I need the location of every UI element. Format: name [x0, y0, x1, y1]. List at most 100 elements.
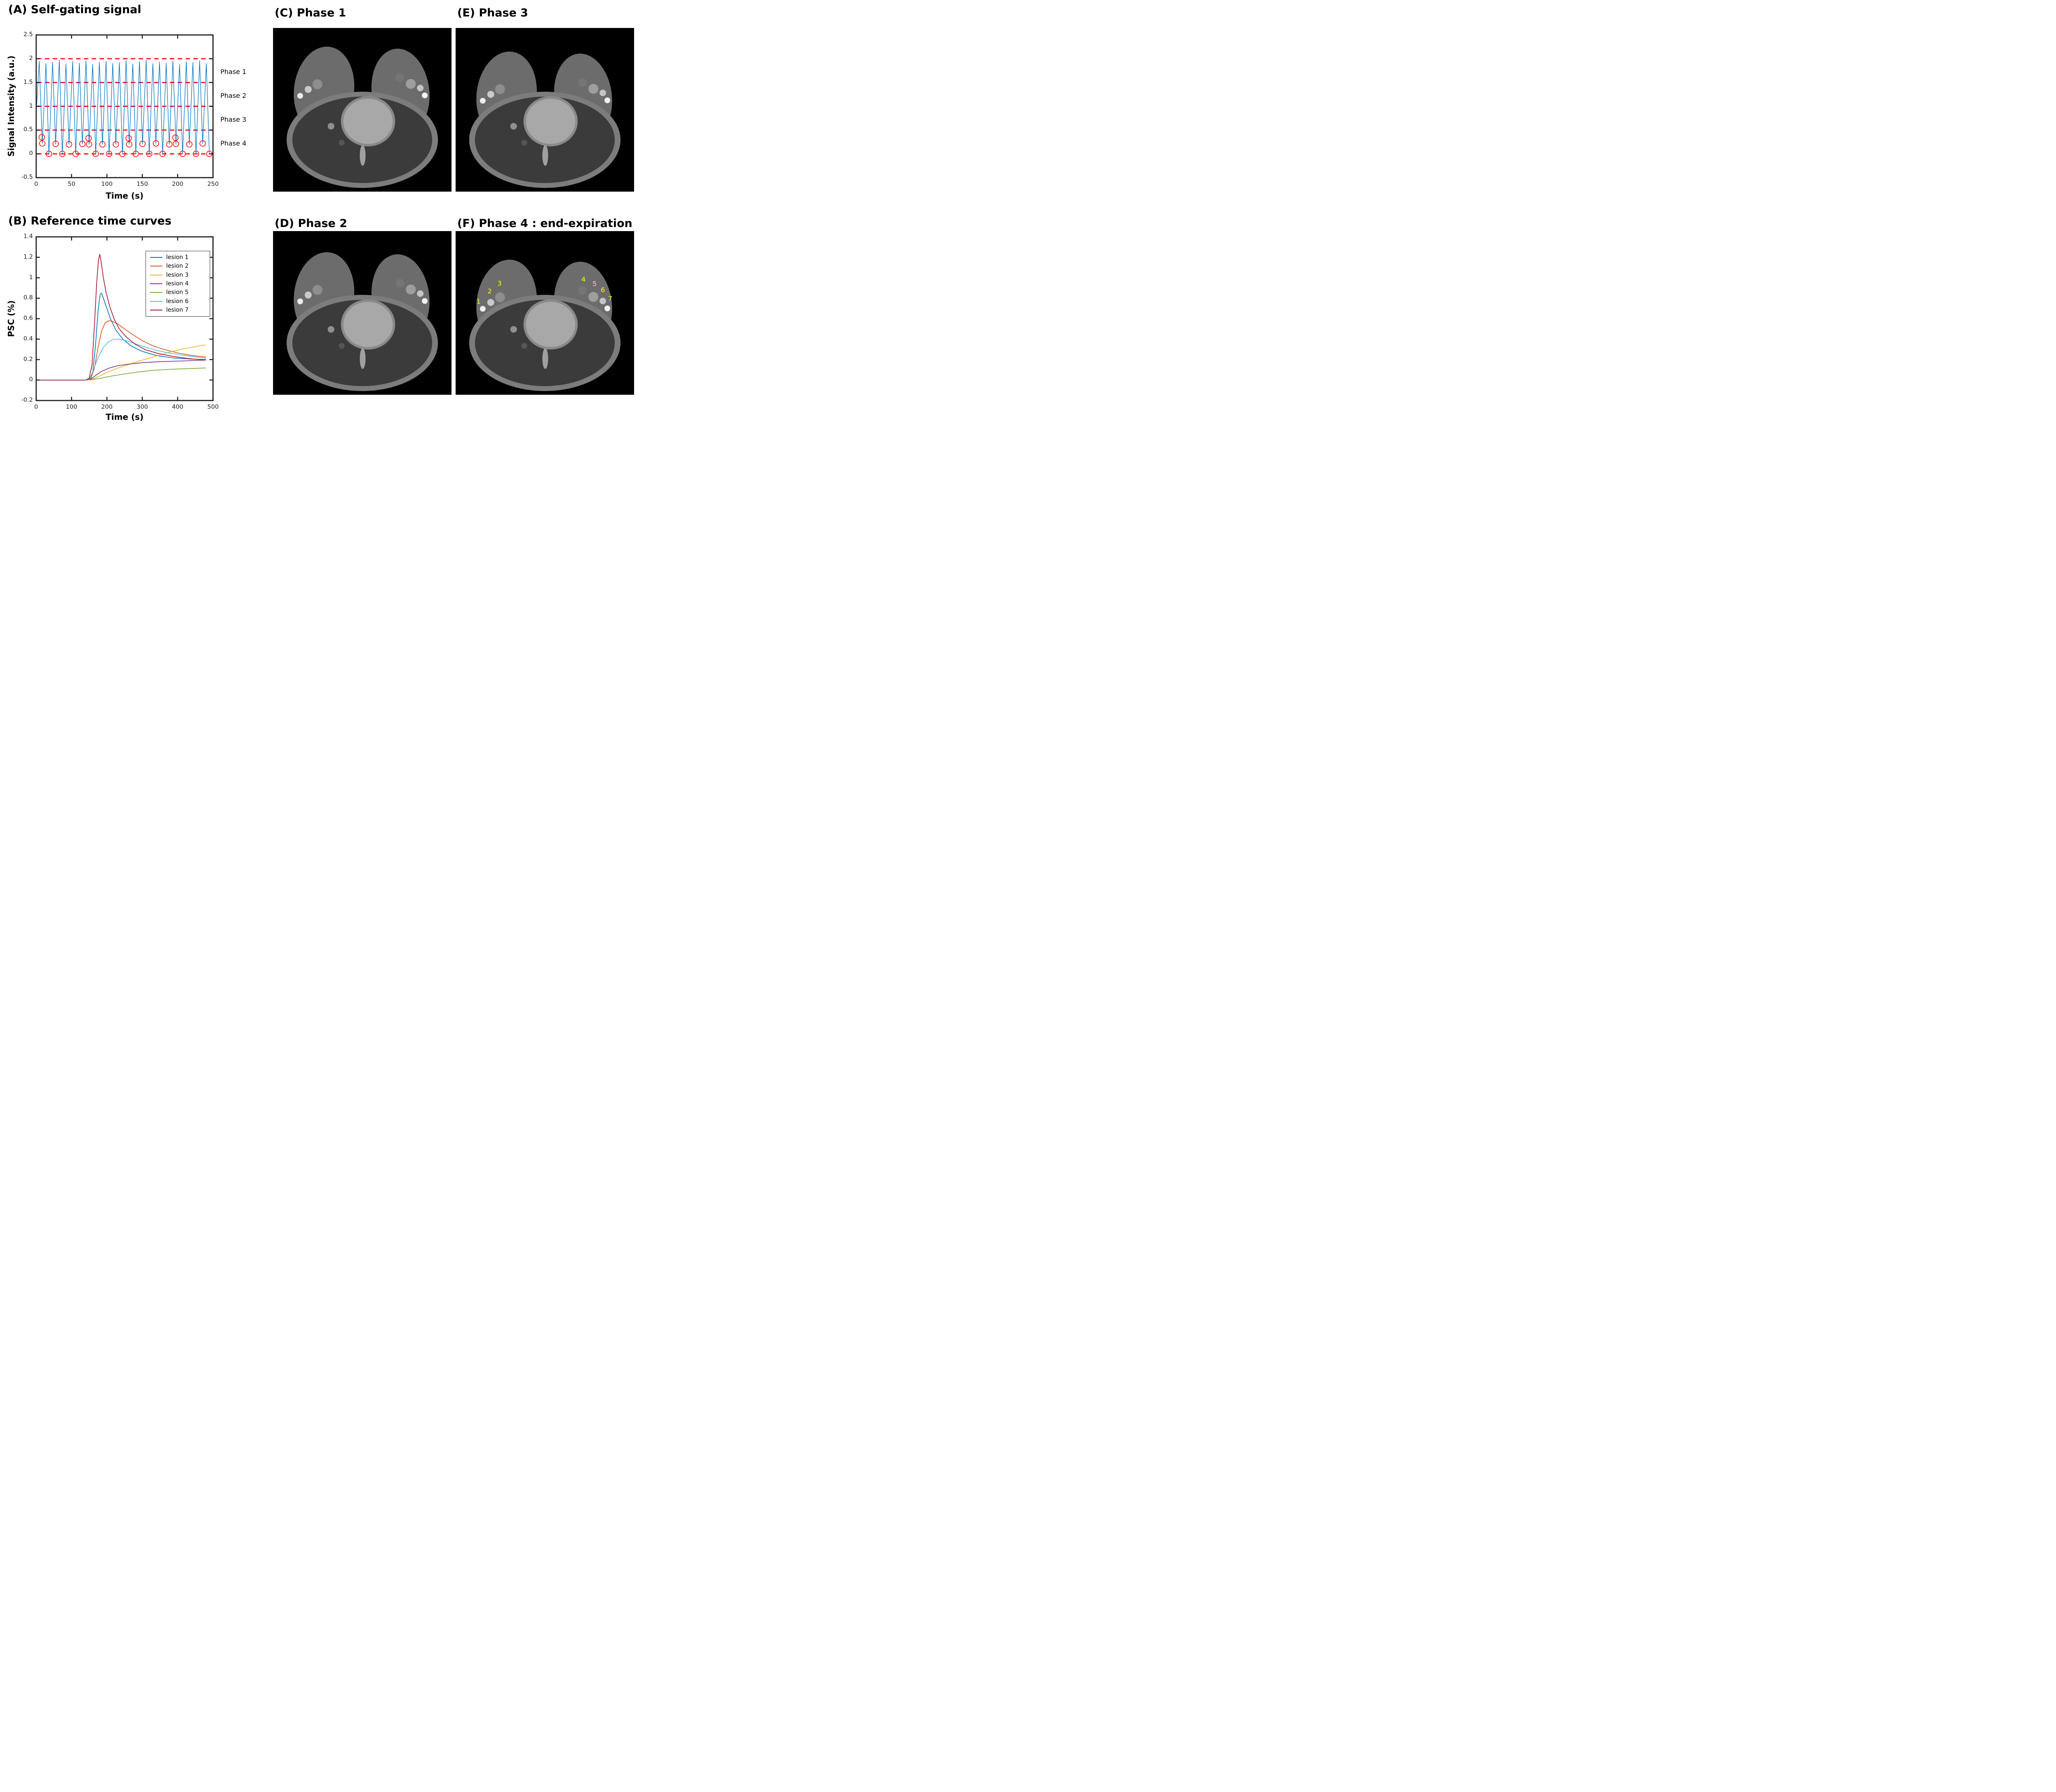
legend-label: lesion 7 [166, 307, 189, 314]
lesion-dot-5 [588, 292, 598, 302]
psc-curve-lesion-5 [36, 368, 206, 381]
legend-item: lesion 7 [150, 307, 206, 313]
legend-line-sample [150, 283, 162, 284]
legend-label: lesion 6 [166, 298, 189, 305]
panel-d-title: (D) Phase 2 [275, 217, 347, 230]
respiration-trough-marker [99, 141, 106, 148]
lesion-dot-1 [297, 93, 303, 99]
phantom-image-phase-2 [273, 231, 451, 395]
respiration-trough-marker [173, 141, 179, 147]
legend-item: lesion 6 [150, 298, 206, 305]
spine-shape [542, 145, 548, 166]
lesion-dot-1 [297, 298, 303, 305]
respiration-trough-marker [166, 141, 173, 148]
respiration-trough-marker [52, 141, 59, 147]
stomach-shape [526, 302, 575, 347]
lesion-dot-6 [600, 298, 606, 304]
respiration-trough-marker [93, 150, 99, 157]
lesion-dot-7 [422, 93, 428, 98]
phase-band-label: Phase 2 [220, 92, 247, 100]
organ-dot [328, 123, 334, 130]
lesion-dot-7 [422, 298, 428, 304]
lesion-number-label: 6 [600, 286, 605, 294]
stomach-shape [526, 99, 575, 144]
stomach-shape [343, 302, 393, 347]
lesion-dot-6 [600, 90, 606, 96]
phase-band-label: Phase 4 [220, 139, 247, 147]
legend-line-sample [150, 274, 162, 276]
stomach-shape [343, 99, 393, 144]
lesion-number-label: 1 [476, 297, 481, 306]
panel-a-title: (A) Self-gating signal [8, 3, 141, 16]
panel-b-x-tick-label: 300 [137, 404, 148, 410]
respiration-trough-marker [126, 141, 132, 148]
lesion-dot-6 [417, 290, 424, 297]
organ-dot [521, 139, 528, 146]
panel-b-y-tick-label: 1.2 [23, 253, 33, 260]
panel-b-y-tick-label: 1.4 [23, 233, 33, 240]
lesion-dot-6 [417, 85, 424, 91]
respiration-trough-marker [186, 141, 192, 148]
panel-b-y-tick-label: 0.2 [23, 356, 33, 363]
panel-a-y-tick-label: 2 [29, 55, 33, 62]
panel-a-y-tick-label: -0.5 [21, 174, 33, 181]
panel-a-x-axis-label: Time (s) [105, 191, 144, 201]
lesion-number-label: 3 [497, 279, 502, 287]
panel-b-y-tick-label: 0 [29, 376, 33, 383]
phase-band-label: Phase 3 [220, 115, 247, 123]
lesion-dot-2 [487, 299, 494, 306]
panel-c-title: (C) Phase 1 [275, 7, 346, 19]
lesion-dot-7 [604, 306, 610, 311]
lesion-number-label: 2 [487, 287, 492, 295]
lesion-number-label: 4 [581, 275, 586, 283]
panel-b-y-tick-label: 1 [29, 274, 33, 281]
respiration-trough-marker [139, 141, 146, 147]
panel-a-y-tick-label: 2.5 [23, 31, 33, 38]
legend-item: lesion 4 [150, 280, 206, 287]
lesion-dot-2 [487, 90, 494, 98]
phantom-image-phase-3 [456, 28, 634, 192]
legend-item: lesion 3 [150, 272, 206, 278]
organ-dot [338, 343, 345, 349]
psc-curve-lesion-2 [36, 320, 206, 381]
respiration-trough-marker [112, 141, 119, 148]
psc-curve-lesion-3 [36, 344, 206, 381]
respiration-trough-marker [146, 150, 153, 157]
legend-line-sample [150, 257, 162, 258]
lesion-dot-1 [479, 306, 486, 312]
legend-label: lesion 5 [166, 289, 189, 296]
panel-b-x-tick-label: 100 [66, 404, 77, 410]
respiration-trough-marker [39, 140, 46, 147]
legend-label: lesion 2 [166, 263, 189, 270]
organ-dot [338, 139, 345, 146]
legend-line-sample [150, 301, 162, 302]
panel-b-y-tick-label: 0.4 [23, 335, 33, 342]
respiration-trough-marker [179, 150, 186, 157]
respiration-trough-marker [153, 140, 159, 147]
lesion-dot-4 [395, 73, 404, 82]
organ-dot [510, 123, 517, 130]
lesion-dot-5 [588, 84, 598, 94]
self-gating-signal-line [36, 60, 210, 154]
panel-a-x-tick-label: 0 [34, 181, 38, 188]
panel-f-title: (F) Phase 4 : end-expiration [457, 217, 632, 230]
panel-a-x-tick-label: 50 [67, 181, 76, 188]
spine-shape [360, 145, 366, 166]
respiration-trough-marker [86, 141, 93, 148]
psc-curve-lesion-6 [36, 338, 206, 381]
respiration-trough-marker [59, 150, 66, 157]
lesion-dot-4 [578, 286, 587, 295]
panel-b-y-tick-label: 0.6 [23, 315, 33, 322]
lesion-number-label: 7 [608, 294, 613, 303]
phase-band-label: Phase 1 [220, 68, 247, 76]
lesion-dot-1 [479, 97, 486, 104]
legend-line-sample [150, 292, 162, 293]
legend-label: lesion 3 [166, 271, 189, 278]
lesion-dot-3 [495, 84, 505, 95]
organ-dot [521, 343, 528, 349]
panel-a-x-tick-label: 200 [172, 181, 183, 188]
panel-e-title: (E) Phase 3 [457, 7, 528, 19]
lesion-dot-4 [578, 78, 587, 87]
panel-b-y-tick-label: -0.2 [21, 397, 33, 403]
